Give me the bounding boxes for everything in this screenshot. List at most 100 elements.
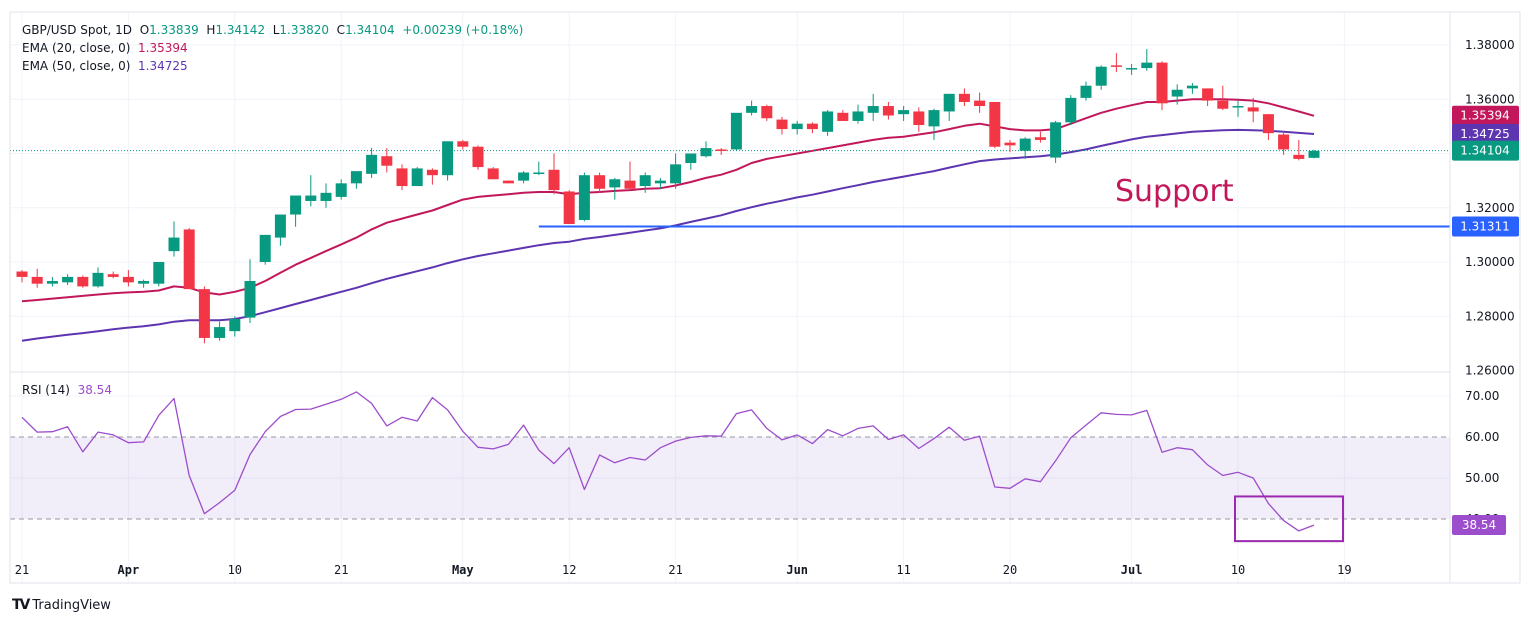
time-tick-label: 10 <box>228 563 242 577</box>
candle <box>594 172 606 193</box>
candle-body <box>928 110 940 127</box>
candle <box>183 228 195 290</box>
candle-body <box>730 112 742 150</box>
candle <box>898 106 910 121</box>
candle <box>274 214 286 246</box>
rsi-tick-label: 60.00 <box>1465 430 1499 444</box>
candle <box>229 316 241 337</box>
rsi-highlight-box[interactable] <box>1234 495 1344 543</box>
candle <box>563 190 575 225</box>
candle <box>958 88 970 107</box>
candle-body <box>1110 65 1122 67</box>
candle-body <box>183 229 195 290</box>
ema20-label: EMA (20, close, 0) <box>22 41 131 55</box>
price-tag-bg <box>1452 140 1519 161</box>
candle <box>989 101 1001 149</box>
candle-body <box>609 179 621 188</box>
candle <box>730 112 742 151</box>
price-tick-label: 1.32000 <box>1465 201 1515 215</box>
candle <box>138 279 150 288</box>
candle-body <box>92 272 104 287</box>
candle <box>1202 88 1214 107</box>
candle <box>502 180 514 184</box>
candle <box>882 101 894 120</box>
candle-body <box>761 106 773 119</box>
price-tag-label: 1.31311 <box>1460 219 1510 233</box>
candle <box>153 262 165 287</box>
candle <box>624 161 636 191</box>
price-tag-bg <box>1452 216 1519 237</box>
candle-body <box>533 172 545 174</box>
ema50-value: 1.34725 <box>138 59 188 73</box>
candle <box>244 259 256 324</box>
candle-body <box>1171 89 1183 97</box>
candle-body <box>776 119 788 130</box>
symbol-legend[interactable]: GBP/USD Spot, 1D O1.33839 H1.34142 L1.33… <box>22 22 523 38</box>
candle-body <box>1095 66 1107 86</box>
candle-body <box>518 172 530 181</box>
close-value: 1.34104 <box>345 23 395 37</box>
candle-body <box>837 112 849 121</box>
time-tick-label: May <box>452 563 474 577</box>
candle <box>822 110 834 136</box>
candle-body <box>1019 138 1031 151</box>
footer-branding[interactable]: TV TradingView <box>12 597 111 613</box>
candle-body <box>396 168 408 187</box>
candle <box>411 167 423 187</box>
candle <box>305 175 317 207</box>
support-annotation[interactable]: Support <box>1115 174 1234 209</box>
time-tick-label: 10 <box>1231 563 1245 577</box>
candle-body <box>822 111 834 132</box>
candle-body <box>974 100 986 107</box>
high-label: H <box>206 23 216 37</box>
price-tag-bg <box>1452 105 1519 126</box>
candle <box>92 267 104 288</box>
candle-body <box>882 106 894 116</box>
low-label: L <box>272 23 280 37</box>
candle <box>366 148 378 178</box>
time-axis[interactable]: 21 Apr 10 21 May 12 21 Jun 11 20 Jul 10 19 <box>15 563 1352 577</box>
candle-body <box>305 195 317 201</box>
change-value: +0.00239 (+0.18%) <box>402 23 524 37</box>
candle <box>457 139 469 150</box>
candle-body <box>913 111 925 126</box>
price-tag-label: 1.34725 <box>1460 127 1510 141</box>
candle <box>335 179 347 200</box>
time-tick-label: 21 <box>15 563 29 577</box>
low-value: 1.33820 <box>279 23 330 37</box>
time-tick-label: 21 <box>668 563 682 577</box>
candle-body <box>1308 150 1320 158</box>
candle-body <box>487 168 499 180</box>
candle <box>518 171 530 184</box>
candle-body <box>806 123 818 130</box>
candle <box>1217 85 1229 111</box>
candle-body <box>1050 122 1062 158</box>
candle-body <box>852 111 864 121</box>
rsi-value-tag: 38.54 <box>1452 514 1506 535</box>
candle-body <box>654 180 666 184</box>
candle-body <box>1262 114 1274 134</box>
candle-body <box>168 237 180 252</box>
candle <box>1156 61 1168 111</box>
time-tick-label: Apr <box>118 563 140 577</box>
ema50-legend[interactable]: EMA (50, close, 0) 1.34725 <box>22 58 188 74</box>
price-tick-label: 1.28000 <box>1465 309 1515 323</box>
candle-body <box>107 274 119 277</box>
candle-body <box>943 93 955 112</box>
candle-body <box>700 148 712 157</box>
rsi-line <box>21 391 1315 532</box>
candle-body <box>138 280 150 284</box>
price-tag-bg <box>1452 123 1519 144</box>
candle <box>639 172 651 193</box>
candle <box>943 93 955 121</box>
high-value: 1.34142 <box>215 23 266 37</box>
candle <box>548 153 560 195</box>
ema20-legend[interactable]: EMA (20, close, 0) 1.35394 <box>22 40 188 56</box>
candle-body <box>411 168 423 187</box>
candle <box>1262 114 1274 140</box>
candle-body <box>77 276 89 287</box>
price-axis[interactable]: 1.38000 1.36000 1.32000 1.30000 1.28000 1.260… <box>1465 38 1515 378</box>
rsi-legend[interactable]: RSI (14) 38.54 <box>22 382 112 398</box>
